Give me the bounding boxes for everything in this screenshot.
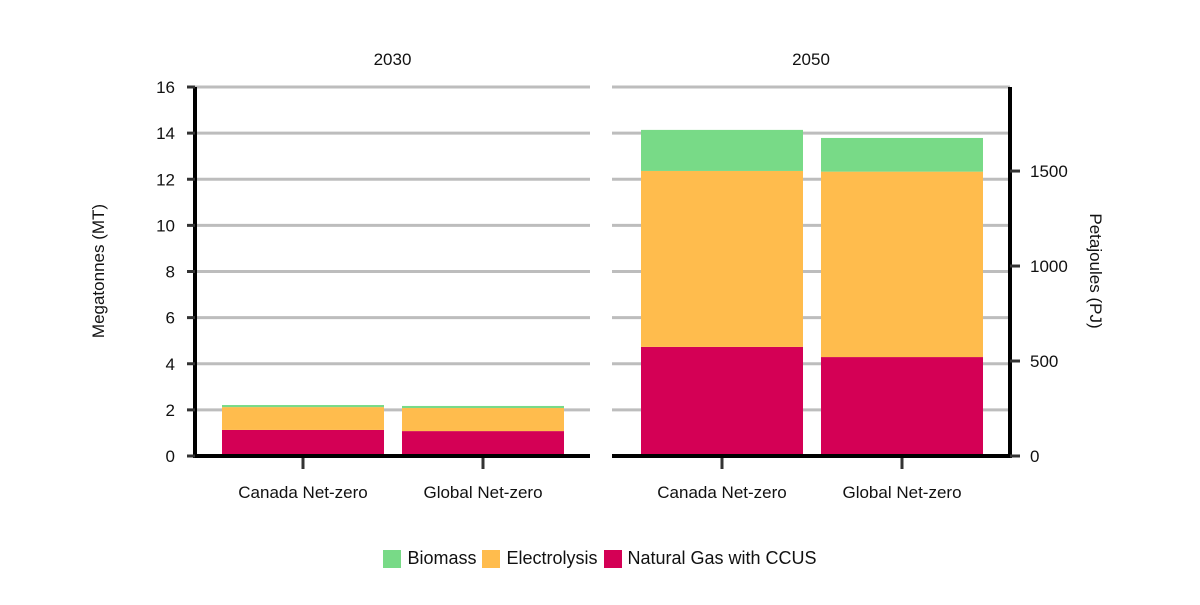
y-tick-label: 0 xyxy=(166,447,175,466)
y-axis-label: Megatonnes (MT) xyxy=(89,204,108,338)
bar-segment-natural-gas-with-ccus xyxy=(821,357,983,456)
legend: Biomass Electrolysis Natural Gas with CCUS xyxy=(0,548,1200,569)
bar-segment-biomass xyxy=(821,137,983,172)
legend-item: Natural Gas with CCUS xyxy=(603,548,817,569)
bar-segment-natural-gas-with-ccus xyxy=(222,429,384,456)
bar-segment-natural-gas-with-ccus xyxy=(402,431,564,456)
y2-tick-label: 500 xyxy=(1030,352,1058,371)
bar-segment-electrolysis xyxy=(641,170,803,347)
panel-title: 2050 xyxy=(792,50,830,69)
y-tick-label: 10 xyxy=(156,216,175,235)
bar-segment-electrolysis xyxy=(821,171,983,358)
x-tick-label: Global Net-zero xyxy=(842,483,961,502)
legend-swatch xyxy=(482,549,501,568)
y-tick-label: 12 xyxy=(156,170,175,189)
y-tick-label: 14 xyxy=(156,124,175,143)
y2-axis-label: Petajoules (PJ) xyxy=(1086,213,1105,328)
bar-segment-biomass xyxy=(641,129,803,171)
legend-label: Natural Gas with CCUS xyxy=(627,548,817,568)
y-tick-label: 16 xyxy=(156,78,175,97)
x-tick-label: Canada Net-zero xyxy=(657,483,786,502)
bar-segment-biomass xyxy=(222,405,384,408)
x-tick-label: Canada Net-zero xyxy=(238,483,367,502)
y-tick-label: 4 xyxy=(166,355,175,374)
x-tick-label: Global Net-zero xyxy=(423,483,542,502)
bar-segment-natural-gas-with-ccus xyxy=(641,346,803,456)
legend-item: Biomass xyxy=(383,548,476,569)
y-tick-label: 6 xyxy=(166,309,175,328)
y2-tick-label: 1500 xyxy=(1030,162,1068,181)
legend-label: Electrolysis xyxy=(506,548,598,568)
legend-label: Biomass xyxy=(407,548,477,568)
legend-item: Electrolysis xyxy=(482,548,598,569)
y2-tick-label: 0 xyxy=(1030,447,1039,466)
panel-title: 2030 xyxy=(374,50,412,69)
legend-swatch xyxy=(603,549,622,568)
y-tick-label: 2 xyxy=(166,401,175,420)
bar-segment-electrolysis xyxy=(222,407,384,430)
y2-tick-label: 1000 xyxy=(1030,257,1068,276)
legend-swatch xyxy=(383,549,402,568)
bar-segment-biomass xyxy=(402,405,564,409)
y-tick-label: 8 xyxy=(166,263,175,282)
bar-segment-electrolysis xyxy=(402,408,564,432)
